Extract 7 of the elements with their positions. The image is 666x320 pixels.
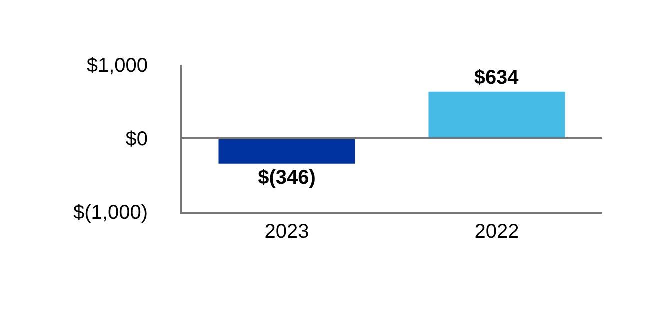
data-label: $634: [474, 66, 520, 89]
y-tick-label: $(1,000): [74, 202, 148, 224]
y-tick-label: $0: [126, 128, 148, 150]
y-tick-label: $1,000: [86, 55, 148, 77]
x-tick-label: 2022: [474, 221, 520, 243]
x-tick-label: 2023: [264, 221, 310, 243]
data-label: $(346): [258, 166, 316, 189]
